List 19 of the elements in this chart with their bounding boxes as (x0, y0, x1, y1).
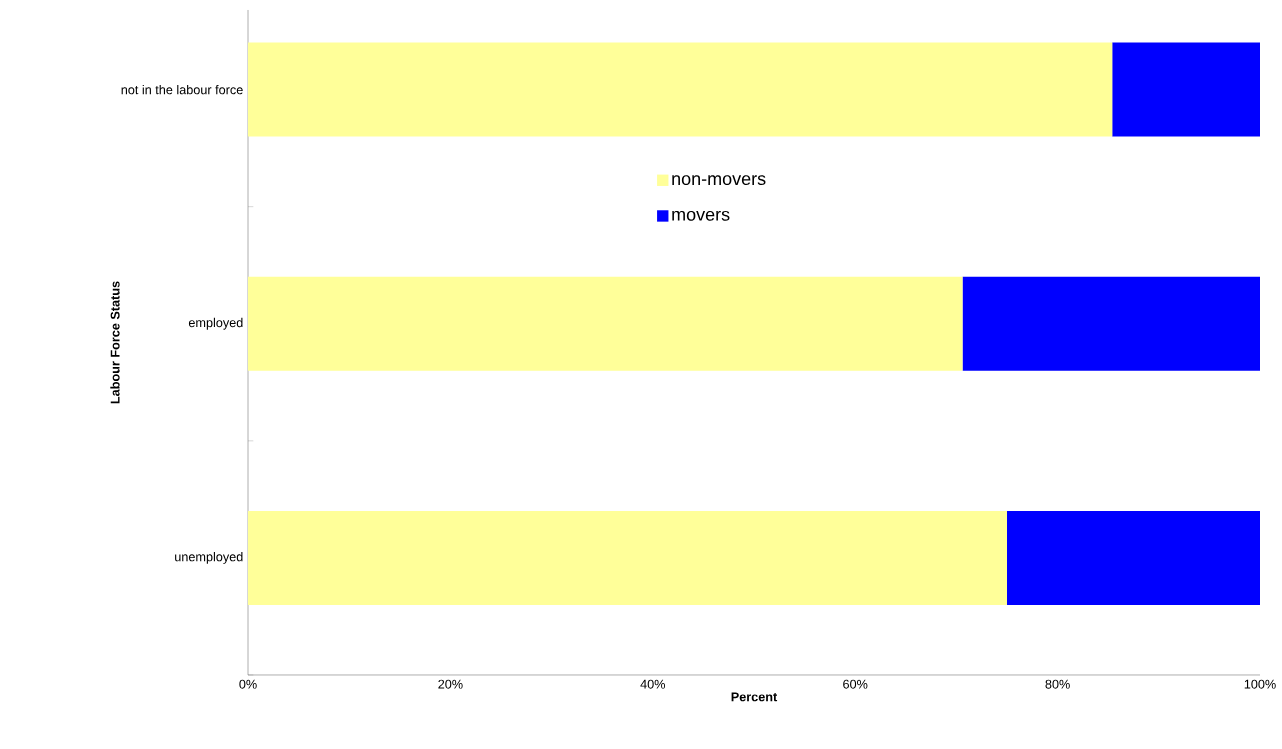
y-axis-title: Labour Force Status (110, 281, 120, 404)
x-tick-label: 100% (1244, 679, 1276, 689)
bar (1007, 510, 1260, 605)
bar (248, 42, 1113, 137)
x-tick-label: 40% (640, 679, 666, 689)
bar (962, 276, 1260, 371)
x-tick-label: 80% (1045, 679, 1070, 689)
y-tick-label: employed (188, 317, 243, 330)
bar (248, 276, 963, 371)
y-tick-label: unemployed (175, 552, 243, 564)
legend-label: non-movers (672, 175, 766, 186)
y-tick-label: not in the labour force (121, 84, 243, 95)
bar (248, 510, 1007, 605)
legend-label: movers (672, 210, 730, 221)
x-tick-label: 60% (843, 679, 868, 689)
x-tick-label: 20% (438, 679, 463, 689)
x-axis-title: Percent (731, 692, 778, 702)
x-tick-label: 0% (239, 679, 257, 689)
bar (1112, 42, 1260, 137)
